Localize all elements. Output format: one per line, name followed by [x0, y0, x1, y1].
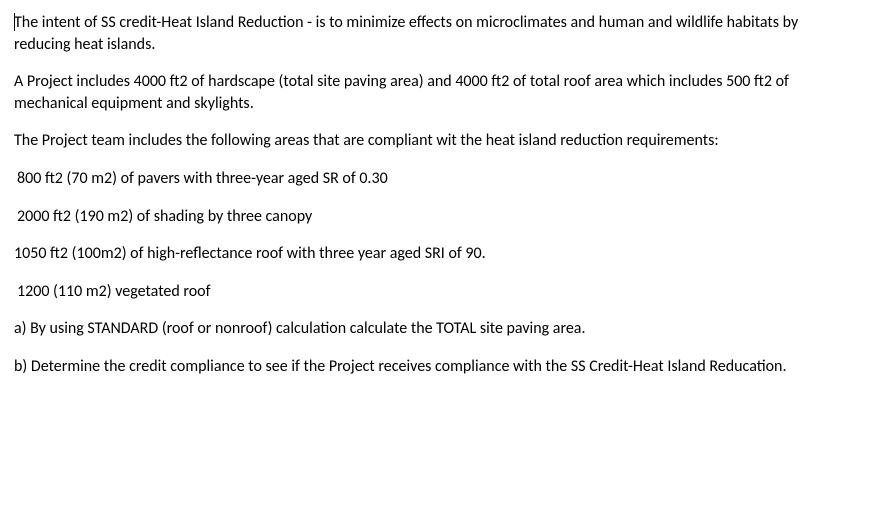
- team-intro-text: The Project team includes the following …: [14, 131, 719, 150]
- question-a-text: a) By using STANDARD (roof or nonroof) c…: [14, 319, 585, 338]
- project-paragraph: A Project includes 4000 ft2 of hardscape…: [14, 71, 857, 114]
- compliance-item-1: 800 ft2 (70 m2) of pavers with three-yea…: [14, 168, 857, 190]
- item-2-text: 2000 ft2 (190 m2) of shading by three ca…: [17, 207, 312, 226]
- intro-paragraph: The intent of SS credit-Heat Island Redu…: [14, 12, 857, 55]
- item-4-text: 1200 (110 m2) vegetated roof: [17, 282, 210, 301]
- compliance-item-2: 2000 ft2 (190 m2) of shading by three ca…: [14, 206, 857, 228]
- intro-text: The intent of SS credit-Heat Island Redu…: [14, 13, 798, 54]
- question-a: a) By using STANDARD (roof or nonroof) c…: [14, 318, 857, 340]
- item-3-text: 1050 ft2 (100m2) of high-reflectance roo…: [14, 244, 486, 263]
- team-intro-paragraph: The Project team includes the following …: [14, 130, 857, 152]
- compliance-item-4: 1200 (110 m2) vegetated roof: [14, 281, 857, 303]
- question-b: b) Determine the credit compliance to se…: [14, 356, 857, 378]
- item-1-text: 800 ft2 (70 m2) of pavers with three-yea…: [17, 169, 388, 188]
- project-text: A Project includes 4000 ft2 of hardscape…: [14, 72, 789, 113]
- question-b-text: b) Determine the credit compliance to se…: [14, 357, 787, 376]
- compliance-item-3: 1050 ft2 (100m2) of high-reflectance roo…: [14, 243, 857, 265]
